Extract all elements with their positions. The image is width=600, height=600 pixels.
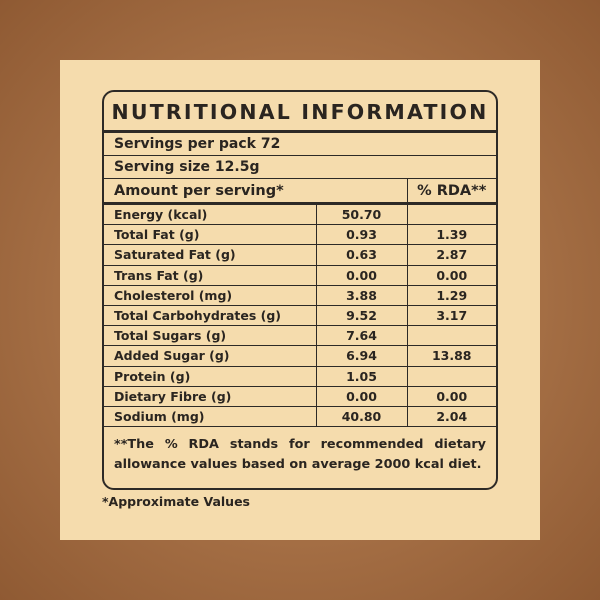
nutrient-rda: 2.04 (406, 405, 496, 428)
nutrient-rda: 1.29 (406, 284, 496, 306)
nutrient-rda (406, 365, 496, 387)
table-row: Protein (g) 1.05 (104, 365, 496, 387)
footnote-line-2: allowance values based on average 2000 k… (114, 457, 482, 473)
nutrient-rda: 13.88 (406, 345, 496, 367)
nutrient-rda: 0.00 (406, 264, 496, 286)
nutrient-name: Total Carbohydrates (g) (104, 304, 317, 327)
table-row: Total Fat (g) 0.93 1.39 (104, 224, 496, 246)
table-row: Total Sugars (g) 7.64 (104, 325, 496, 347)
nutrition-panel: NUTRITIONAL INFORMATION Servings per pac… (102, 90, 498, 490)
amount-per-serving-header: Amount per serving* (104, 179, 408, 205)
nutrition-card: NUTRITIONAL INFORMATION Servings per pac… (60, 60, 540, 540)
nutrient-rda: 1.39 (406, 224, 496, 246)
table-header-row: Amount per serving* % RDA** (104, 179, 496, 205)
nutrient-value: 1.05 (315, 365, 408, 387)
nutrient-name: Trans Fat (g) (104, 264, 317, 286)
table-row: Saturated Fat (g) 0.63 2.87 (104, 244, 496, 266)
nutrient-name: Total Fat (g) (104, 224, 317, 246)
nutrient-name: Total Sugars (g) (104, 325, 317, 347)
nutrient-name: Cholesterol (mg) (104, 284, 317, 306)
table-row: Cholesterol (mg) 3.88 1.29 (104, 284, 496, 306)
nutrient-value: 0.00 (315, 385, 408, 407)
nutrient-value: 40.80 (315, 405, 408, 428)
nutrient-value: 0.63 (315, 244, 408, 266)
nutrient-name: Sodium (mg) (104, 405, 317, 428)
servings-per-pack: Servings per pack 72 (104, 133, 496, 156)
nutrition-table: Amount per serving* % RDA** Energy (kcal… (104, 179, 496, 428)
rda-header: % RDA** (406, 179, 496, 205)
nutrient-rda: 3.17 (406, 304, 496, 327)
nutrient-name: Saturated Fat (g) (104, 244, 317, 266)
nutrient-value: 7.64 (315, 325, 408, 347)
nutrient-rda (406, 202, 496, 226)
rda-footnote: **The % RDA stands for recommended dieta… (104, 427, 496, 475)
nutrient-name: Dietary Fibre (g) (104, 385, 317, 407)
footnote-line-1: **The % RDA stands for recommended dieta… (114, 437, 486, 453)
nutrient-rda: 0.00 (406, 385, 496, 407)
nutrient-value: 6.94 (315, 345, 408, 367)
nutrient-rda: 2.87 (406, 244, 496, 266)
approximate-values-note: *Approximate Values (102, 494, 250, 509)
nutrient-name: Protein (g) (104, 365, 317, 387)
nutrient-value: 0.93 (315, 224, 408, 246)
table-row: Trans Fat (g) 0.00 0.00 (104, 264, 496, 286)
table-row: Added Sugar (g) 6.94 13.88 (104, 345, 496, 367)
nutrient-value: 50.70 (315, 202, 408, 226)
nutrient-value: 9.52 (315, 304, 408, 327)
nutrient-rda (406, 325, 496, 347)
nutrient-name: Added Sugar (g) (104, 345, 317, 367)
nutrient-name: Energy (kcal) (104, 202, 317, 226)
serving-size: Serving size 12.5g (104, 156, 496, 179)
nutrient-value: 3.88 (315, 284, 408, 306)
nutrition-rows: Energy (kcal) 50.70 Total Fat (g) 0.93 1.39 S… (104, 202, 496, 428)
table-row: Energy (kcal) 50.70 (104, 202, 496, 226)
table-row: Total Carbohydrates (g) 9.52 3.17 (104, 304, 496, 327)
table-row: Dietary Fibre (g) 0.00 0.00 (104, 385, 496, 407)
nutrient-value: 0.00 (315, 264, 408, 286)
panel-title: NUTRITIONAL INFORMATION (104, 92, 496, 133)
table-row: Sodium (mg) 40.80 2.04 (104, 405, 496, 428)
